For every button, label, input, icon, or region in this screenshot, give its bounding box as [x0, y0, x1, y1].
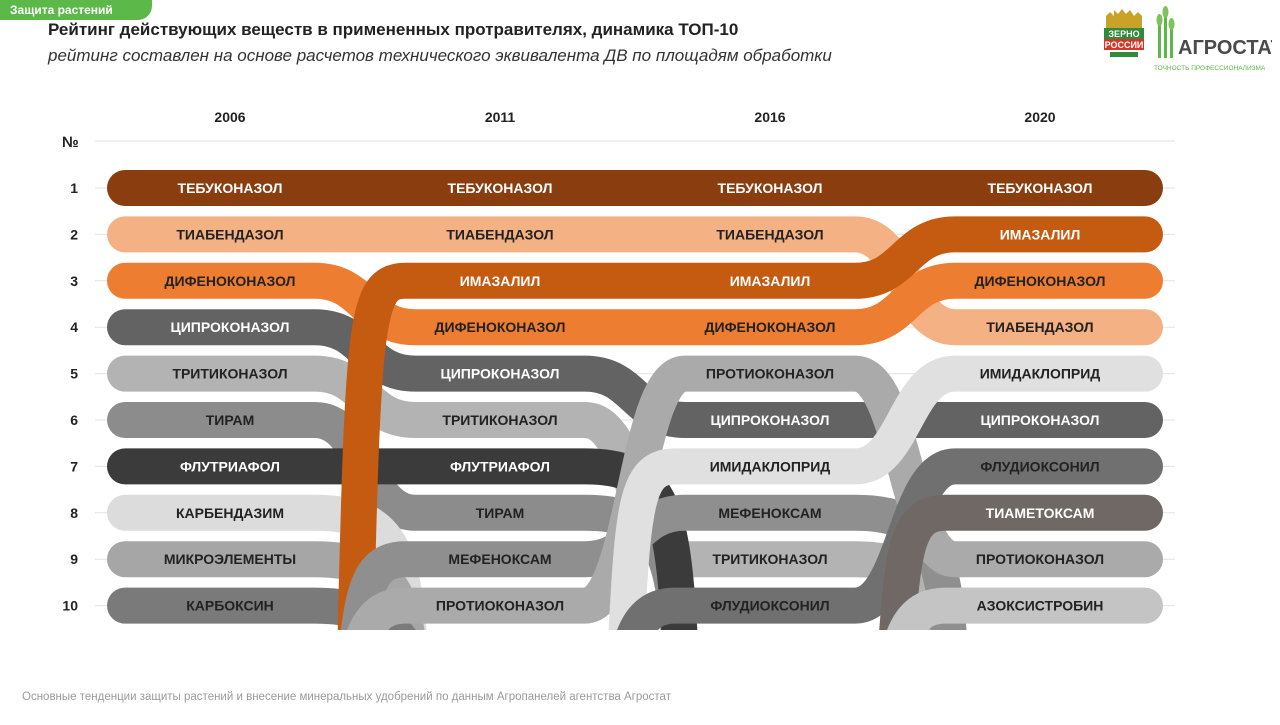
ribbon-path	[607, 355, 1163, 660]
ribbon-label: ПРОТИОКОНАЗОЛ	[976, 551, 1104, 567]
ribbon-label: АЗОКСИСТРОБИН	[977, 598, 1104, 614]
brand-tagline: ТОЧНОСТЬ ПРОФЕССИОНАЛИЗМА	[1154, 65, 1266, 72]
ribbon-label: ТЕБУКОНАЗОЛ	[988, 180, 1093, 196]
ribbon-label: ИМИДАКЛОПРИД	[980, 366, 1101, 382]
ribbon-label: ДИФЕНОКОНАЗОЛ	[435, 319, 566, 335]
zerno-line1: ЗЕРНО	[1108, 29, 1139, 39]
rank-number: 2	[70, 226, 78, 242]
rank-number: 4	[70, 319, 78, 335]
ribbon-label: ТРИТИКОНАЗОЛ	[172, 366, 287, 382]
ribbon-label: ПРОТИОКОНАЗОЛ	[436, 598, 564, 614]
ribbon-label: ТИАБЕНДАЗОЛ	[716, 226, 823, 242]
ribbon-label: ТЕБУКОНАЗОЛ	[718, 180, 823, 196]
rank-number: 1	[70, 180, 78, 196]
ribbon-label: ЦИПРОКОНАЗОЛ	[981, 412, 1100, 428]
rank-number: 3	[70, 273, 78, 289]
ribbon-label: ТИАБЕНДАЗОЛ	[176, 226, 283, 242]
ribbon-label: ТИРАМ	[476, 505, 525, 521]
ribbon-label: МИКРОЭЛЕМЕНТЫ	[164, 551, 296, 567]
ribbon-label: ФЛУТРИАФОЛ	[450, 458, 550, 474]
rank-number: 6	[70, 412, 78, 428]
chart-labels: ТЕБУКОНАЗОЛ ТЕБУКОНАЗОЛ ТЕБУКОНАЗОЛ ТЕБУКОН…	[164, 180, 1106, 614]
ribbon-label: ЦИПРОКОНАЗОЛ	[711, 412, 830, 428]
zerno-rossii-logo: ЗЕРНО РОССИИ	[1104, 9, 1144, 57]
ribbon-path	[337, 216, 1163, 660]
ribbon-label: ТИАМЕТОКСАМ	[986, 505, 1095, 521]
ribbon-label: ФЛУДИОКСОНИЛ	[980, 458, 1099, 474]
ribbon-label: ТРИТИКОНАЗОЛ	[712, 551, 827, 567]
year-header: 2006	[214, 109, 245, 125]
section-tag: Защита растений	[0, 0, 152, 20]
chart-bottom-mask	[0, 630, 1280, 660]
year-header: 2020	[1024, 109, 1055, 125]
ribbon-label: ТРИТИКОНАЗОЛ	[442, 412, 557, 428]
ribbon-label: ТЕБУКОНАЗОЛ	[448, 180, 553, 196]
bump-chart: ТЕБУКОНАЗОЛ ТЕБУКОНАЗОЛ ТЕБУКОНАЗОЛ ТЕБУКОН…	[0, 109, 1280, 660]
footer-note: Основные тенденции защиты растений и вне…	[22, 691, 671, 703]
ribbon-label: ТЕБУКОНАЗОЛ	[178, 180, 283, 196]
rank-number: 10	[62, 598, 78, 614]
ribbon-label: ТИРАМ	[206, 412, 255, 428]
ribbon-label: ПРОТИОКОНАЗОЛ	[706, 366, 834, 382]
chart-axes: 2006 2011 2016 2020 № 1 2 3 4 5 6 7 8 9 10	[62, 109, 1056, 614]
page-subtitle: рейтинг составлен на основе расчетов тех…	[48, 46, 832, 65]
ribbon-label: МЕФЕНОКСАМ	[448, 551, 551, 567]
zerno-line2: РОССИИ	[1105, 40, 1144, 50]
ribbon-label: ИМАЗАЛИЛ	[1000, 226, 1081, 242]
rank-number: 5	[70, 366, 78, 382]
ribbon-label: ЦИПРОКОНАЗОЛ	[171, 319, 290, 335]
ribbon-label: ЦИПРОКОНАЗОЛ	[441, 366, 560, 382]
ribbon-series	[607, 355, 1163, 660]
year-header: 2016	[754, 109, 785, 125]
rank-number: 7	[70, 458, 78, 474]
ribbon-label: ИМАЗАЛИЛ	[730, 273, 811, 289]
ribbon-label: ТИАБЕНДАЗОЛ	[986, 319, 1093, 335]
ribbon-label: КАРБОКСИН	[186, 598, 274, 614]
ribbon-label: ИМАЗАЛИЛ	[460, 273, 541, 289]
rank-number: 9	[70, 551, 78, 567]
rank-number: 8	[70, 505, 78, 521]
rank-header: №	[62, 134, 79, 151]
wheat-icon	[1156, 6, 1175, 58]
ribbon-label: КАРБЕНДАЗИМ	[176, 505, 284, 521]
ribbon-label: ФЛУДИОКСОНИЛ	[710, 598, 829, 614]
ribbon-label: ТИАБЕНДАЗОЛ	[446, 226, 553, 242]
ribbon-label: ФЛУТРИАФОЛ	[180, 458, 280, 474]
ribbon-label: МЕФЕНОКСАМ	[718, 505, 821, 521]
ribbon-label: ДИФЕНОКОНАЗОЛ	[705, 319, 836, 335]
ribbon-series	[337, 216, 1163, 660]
ribbon-label: ИМИДАКЛОПРИД	[710, 458, 831, 474]
ribbon-label: ДИФЕНОКОНАЗОЛ	[165, 273, 296, 289]
year-header: 2011	[485, 109, 516, 125]
ribbon-label: ДИФЕНОКОНАЗОЛ	[975, 273, 1106, 289]
page-title: Рейтинг действующих веществ в примененны…	[48, 20, 739, 39]
